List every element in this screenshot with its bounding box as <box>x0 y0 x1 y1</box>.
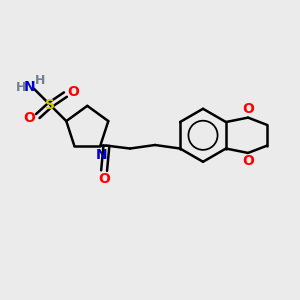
Text: O: O <box>24 111 35 125</box>
Text: O: O <box>67 85 79 99</box>
Text: O: O <box>242 102 254 116</box>
Text: S: S <box>45 98 55 112</box>
Text: N: N <box>96 148 108 162</box>
Text: H: H <box>35 74 46 87</box>
Text: O: O <box>98 172 110 186</box>
Text: N: N <box>24 80 35 94</box>
Text: O: O <box>242 154 254 168</box>
Text: H: H <box>16 81 27 94</box>
